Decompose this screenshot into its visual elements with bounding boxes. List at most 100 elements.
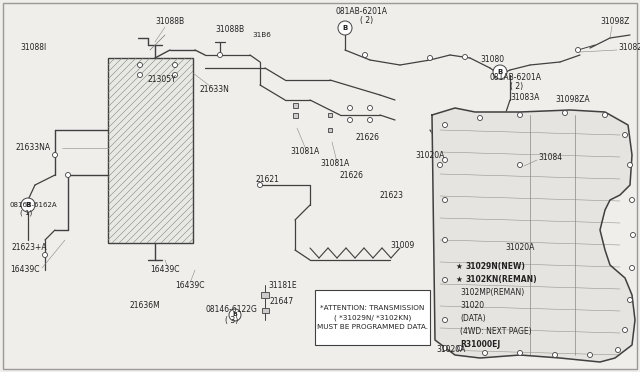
Text: 21305Y: 21305Y (148, 76, 177, 84)
Text: 21621: 21621 (255, 176, 279, 185)
Text: B: B (26, 202, 31, 208)
Circle shape (173, 62, 177, 67)
Text: 31088B: 31088B (155, 17, 184, 26)
Circle shape (257, 183, 262, 187)
Bar (292, 103, 298, 108)
Circle shape (630, 266, 634, 270)
Circle shape (65, 173, 70, 177)
Text: ( 3): ( 3) (225, 315, 238, 324)
Text: 31088B: 31088B (215, 26, 244, 35)
Text: 21636M: 21636M (130, 301, 161, 310)
Circle shape (518, 112, 522, 118)
Text: 08146-6122G: 08146-6122G (205, 305, 257, 314)
Circle shape (367, 118, 372, 122)
Circle shape (138, 62, 143, 67)
Text: 31082E: 31082E (618, 44, 640, 52)
Text: 31009: 31009 (390, 241, 414, 250)
Text: 3102KN(REMAN): 3102KN(REMAN) (466, 275, 538, 284)
Circle shape (138, 73, 143, 77)
Circle shape (518, 163, 522, 167)
Text: B: B (497, 69, 502, 75)
Text: 31083A: 31083A (510, 93, 540, 102)
Text: 31029N(NEW): 31029N(NEW) (466, 262, 526, 271)
Circle shape (616, 347, 621, 353)
Bar (328, 128, 332, 132)
Circle shape (483, 350, 488, 356)
Text: 31020A: 31020A (436, 346, 465, 355)
Text: 31098ZA: 31098ZA (555, 96, 589, 105)
Bar (261, 292, 269, 298)
Circle shape (348, 106, 353, 110)
Text: 21623+A: 21623+A (12, 244, 47, 253)
Bar (262, 308, 269, 312)
Text: 31098Z: 31098Z (600, 17, 629, 26)
Bar (328, 113, 332, 117)
Text: 21626: 21626 (355, 134, 379, 142)
Text: 31088I: 31088I (20, 44, 46, 52)
Bar (315, 290, 430, 345)
Circle shape (602, 112, 607, 118)
Text: 16439C: 16439C (175, 280, 205, 289)
Circle shape (442, 157, 447, 163)
Text: *ATTENTION: TRANSMISSION
( *31029N/ *3102KN)
MUST BE PROGRAMMED DATA.: *ATTENTION: TRANSMISSION ( *31029N/ *310… (317, 305, 428, 330)
Circle shape (518, 350, 522, 356)
Circle shape (442, 317, 447, 323)
Circle shape (627, 298, 632, 302)
Circle shape (362, 52, 367, 58)
Circle shape (458, 346, 463, 350)
Text: 21647: 21647 (270, 298, 294, 307)
Bar (108, 58, 193, 243)
Circle shape (575, 48, 580, 52)
Text: 081AB-6201A: 081AB-6201A (490, 74, 542, 83)
Circle shape (438, 163, 442, 167)
Text: 081AB-6201A: 081AB-6201A (335, 7, 387, 16)
Text: 21633NA: 21633NA (15, 144, 50, 153)
Circle shape (173, 73, 177, 77)
Text: 31081A: 31081A (290, 148, 319, 157)
Text: 21633N: 21633N (200, 86, 230, 94)
Circle shape (552, 353, 557, 357)
Circle shape (367, 106, 372, 110)
Bar (292, 112, 298, 118)
Text: 31B6: 31B6 (252, 32, 271, 38)
Text: 16439C: 16439C (10, 266, 40, 275)
Text: 3102MP(REMAN): 3102MP(REMAN) (460, 288, 524, 297)
Text: 21626: 21626 (340, 170, 364, 180)
Circle shape (442, 237, 447, 243)
Text: R31000EJ: R31000EJ (460, 340, 500, 349)
Text: 31084: 31084 (538, 154, 562, 163)
Text: ( 2): ( 2) (510, 81, 523, 90)
Polygon shape (432, 108, 635, 362)
Circle shape (428, 55, 433, 61)
Circle shape (477, 115, 483, 121)
Text: 21623: 21623 (380, 190, 404, 199)
Text: ★: ★ (456, 262, 463, 271)
Text: 31020A: 31020A (505, 244, 534, 253)
Circle shape (463, 55, 467, 60)
Circle shape (623, 327, 627, 333)
Text: 31080: 31080 (480, 55, 504, 64)
Text: B: B (232, 312, 237, 317)
Text: ( 2): ( 2) (360, 16, 373, 25)
Circle shape (627, 163, 632, 167)
Text: 31020: 31020 (460, 301, 484, 310)
Text: 08168-6162A: 08168-6162A (10, 202, 58, 208)
Text: ★: ★ (456, 275, 463, 284)
Circle shape (338, 21, 352, 35)
Circle shape (348, 118, 353, 122)
Circle shape (588, 353, 593, 357)
Circle shape (630, 232, 636, 237)
Circle shape (218, 52, 223, 58)
Circle shape (442, 278, 447, 282)
Circle shape (442, 122, 447, 128)
Circle shape (442, 346, 447, 350)
Text: 31181E: 31181E (268, 280, 296, 289)
Circle shape (563, 110, 568, 115)
Circle shape (630, 198, 634, 202)
Text: 31081A: 31081A (320, 158, 349, 167)
Text: (DATA): (DATA) (460, 314, 486, 323)
Circle shape (52, 153, 58, 157)
Circle shape (229, 309, 241, 321)
Circle shape (42, 253, 47, 257)
Text: (4WD: NEXT PAGE): (4WD: NEXT PAGE) (460, 327, 532, 336)
